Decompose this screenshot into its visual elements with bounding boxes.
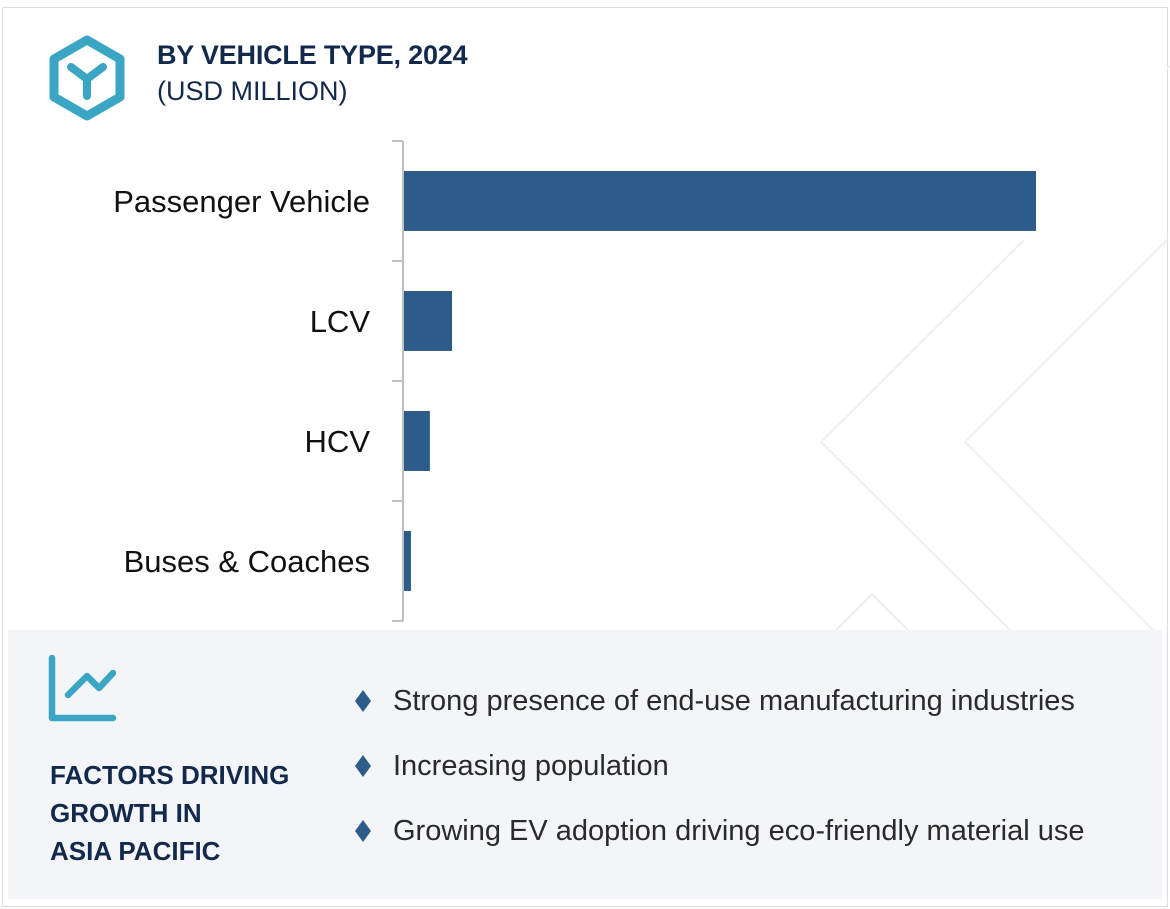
factors-title-line: GROWTH IN (50, 798, 202, 828)
chart-title: BY VEHICLE TYPE, 2024 (157, 40, 468, 70)
factor-text: Increasing population (393, 750, 669, 782)
category-tick-label: Passenger Vehicle (113, 184, 370, 219)
bar (404, 411, 430, 471)
factors-panel (8, 630, 1162, 899)
diamond-bullet-icon (355, 690, 371, 712)
trend-chart-icon (48, 654, 117, 722)
factors-title-line: ASIA PACIFIC (50, 836, 221, 866)
factors-title-line: FACTORS DRIVING (50, 760, 290, 790)
hexagon-y-logo-icon (49, 35, 125, 121)
category-tick-label: LCV (310, 304, 371, 339)
category-tick-label: Buses & Coaches (124, 544, 370, 579)
diamond-bullet-icon (355, 820, 371, 842)
bar (404, 291, 453, 351)
factors-list: Strong presence of end-use manufacturing… (355, 683, 1085, 878)
factor-item: Growing EV adoption driving eco-friendly… (355, 813, 1085, 878)
factor-item: Strong presence of end-use manufacturing… (355, 683, 1085, 748)
bar (404, 171, 1036, 231)
factors-title: FACTORS DRIVING GROWTH IN ASIA PACIFIC (50, 756, 330, 870)
diamond-bullet-icon (355, 755, 371, 777)
factor-text: Strong presence of end-use manufacturing… (393, 685, 1075, 717)
category-tick-label: HCV (305, 424, 371, 459)
chart-subtitle: (USD MILLION) (157, 76, 348, 106)
bar (404, 531, 411, 591)
bar-chart: Passenger Vehicle LCV HCV Buses & Coaches (113, 140, 1036, 622)
factor-item: Increasing population (355, 748, 1085, 813)
factor-text: Growing EV adoption driving eco-friendly… (393, 815, 1085, 847)
